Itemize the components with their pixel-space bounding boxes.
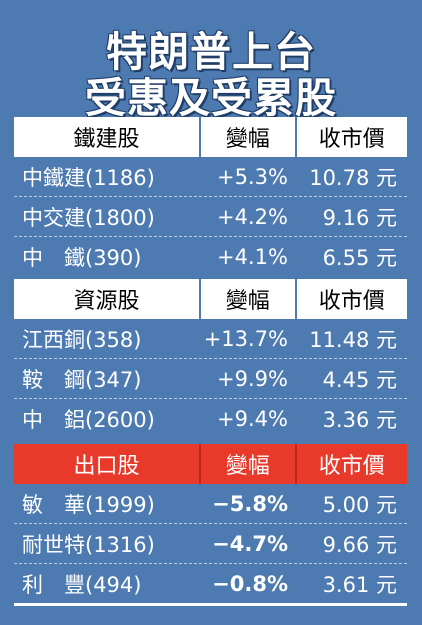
table-row: 中鐵建(1186) +5.3% 10.78 元 bbox=[14, 157, 407, 197]
stock-name: 利 豐(494) bbox=[22, 572, 142, 597]
stock-change: +9.9% bbox=[217, 366, 288, 391]
header-price: 收市價 bbox=[294, 444, 407, 484]
stock-name: 中 鐵(390) bbox=[22, 245, 142, 270]
stock-price: 6.55 元 bbox=[322, 245, 397, 270]
table-row: 敏 華(1999) −5.8% 5.00 元 bbox=[14, 484, 407, 524]
table-row: 利 豐(494) −0.8% 3.61 元 bbox=[14, 564, 407, 603]
stock-name: 中 鋁(2600) bbox=[22, 407, 155, 432]
stock-change: +4.1% bbox=[217, 244, 288, 269]
header-change: 變幅 bbox=[199, 117, 295, 157]
stock-price: 3.61 元 bbox=[322, 572, 397, 597]
table-row: 鞍 鋼(347) +9.9% 4.45 元 bbox=[14, 359, 407, 399]
header-price: 收市價 bbox=[294, 117, 407, 157]
table-row: 中 鐵(390) +4.1% 6.55 元 bbox=[14, 237, 407, 276]
stock-change: +9.4% bbox=[217, 406, 288, 431]
header-name: 出口股 bbox=[73, 454, 140, 479]
section-header: 資源股 變幅 收市價 bbox=[14, 279, 407, 319]
stock-price: 9.66 元 bbox=[322, 532, 397, 557]
stock-name: 鞍 鋼(347) bbox=[22, 367, 142, 392]
table-row: 中 鋁(2600) +9.4% 3.36 元 bbox=[14, 399, 407, 438]
stock-price: 11.48 元 bbox=[309, 327, 397, 352]
bottom-divider bbox=[14, 603, 407, 606]
header-name: 資源股 bbox=[73, 289, 140, 314]
section-resources: 資源股 變幅 收市價 江西銅(358) +13.7% 11.48 元 鞍 鋼(3… bbox=[14, 279, 407, 438]
stock-name: 耐世特(1316) bbox=[22, 532, 155, 557]
title-line-2: 受惠及受累股 bbox=[85, 74, 337, 122]
header-change: 變幅 bbox=[199, 279, 295, 319]
stock-price: 4.45 元 bbox=[322, 367, 397, 392]
stock-name: 中交建(1800) bbox=[22, 205, 155, 230]
header-name: 鐵建股 bbox=[73, 127, 140, 152]
section-header: 出口股 變幅 收市價 bbox=[14, 444, 407, 484]
stock-change: −5.8% bbox=[212, 491, 288, 516]
header-price: 收市價 bbox=[294, 279, 407, 319]
stock-change: −4.7% bbox=[212, 531, 288, 556]
stock-change: +13.7% bbox=[203, 326, 288, 351]
table-row: 耐世特(1316) −4.7% 9.66 元 bbox=[14, 524, 407, 564]
stock-price: 5.00 元 bbox=[322, 492, 397, 517]
stock-name: 江西銅(358) bbox=[22, 327, 142, 352]
title-line-1: 特朗普上台 bbox=[106, 28, 316, 76]
section-header: 鐵建股 變幅 收市價 bbox=[14, 117, 407, 157]
stock-change: −0.8% bbox=[212, 571, 288, 596]
table-row: 江西銅(358) +13.7% 11.48 元 bbox=[14, 319, 407, 359]
stock-price: 9.16 元 bbox=[322, 205, 397, 230]
section-exports: 出口股 變幅 收市價 敏 華(1999) −5.8% 5.00 元 耐世特(13… bbox=[14, 444, 407, 603]
stock-price: 3.36 元 bbox=[322, 407, 397, 432]
section-railway: 鐵建股 變幅 收市價 中鐵建(1186) +5.3% 10.78 元 中交建(1… bbox=[14, 117, 407, 276]
stock-price: 10.78 元 bbox=[309, 165, 397, 190]
stock-name: 中鐵建(1186) bbox=[22, 165, 155, 190]
table-row: 中交建(1800) +4.2% 9.16 元 bbox=[14, 197, 407, 237]
header-change: 變幅 bbox=[199, 444, 295, 484]
stock-change: +4.2% bbox=[217, 204, 288, 229]
stock-name: 敏 華(1999) bbox=[22, 492, 155, 517]
stock-change: +5.3% bbox=[217, 164, 288, 189]
